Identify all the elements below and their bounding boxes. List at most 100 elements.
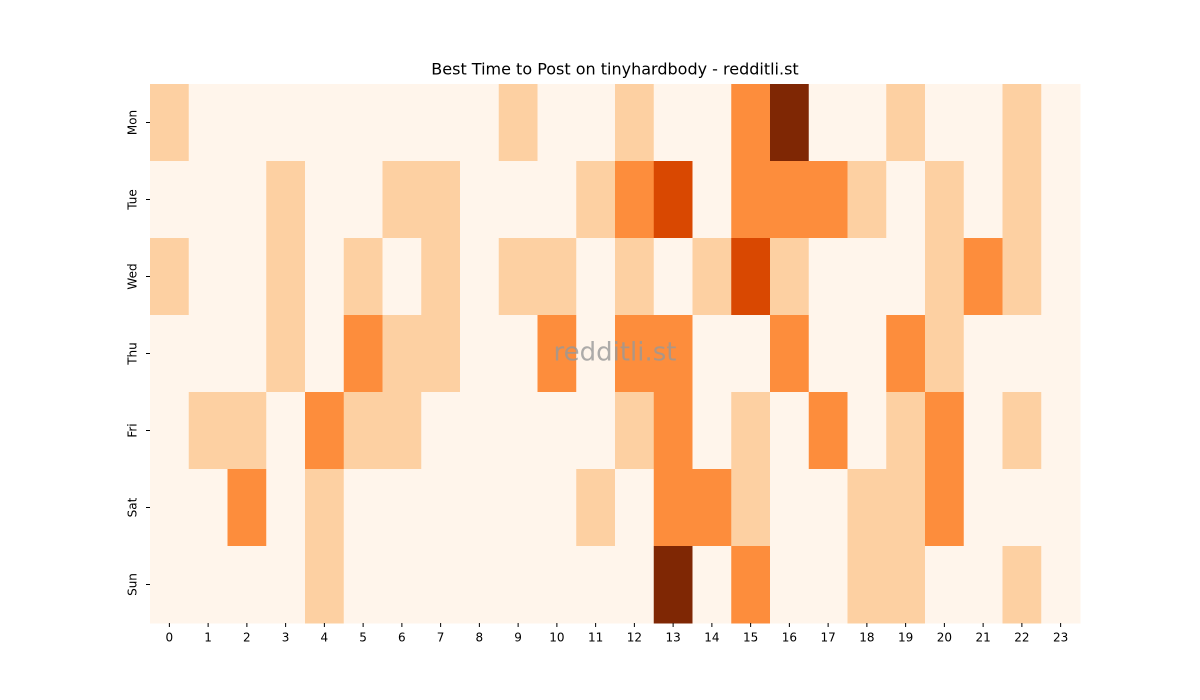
heatmap-cell	[460, 469, 500, 547]
heatmap-cell	[382, 469, 422, 547]
x-tick-label: 15	[743, 631, 758, 645]
heatmap-cell	[1041, 84, 1081, 162]
heatmap-cell	[925, 469, 965, 547]
x-tick-label: 9	[514, 631, 522, 645]
heatmap-cell	[615, 161, 655, 239]
heatmap-cell	[305, 161, 345, 239]
heatmap-cell	[731, 161, 771, 239]
heatmap-cell	[1041, 546, 1081, 624]
heatmap-cell	[382, 392, 422, 470]
heatmap-cell	[266, 161, 306, 239]
heatmap-cell	[847, 84, 887, 162]
heatmap-cell	[150, 161, 190, 239]
heatmap-cell	[343, 84, 383, 162]
x-tick-label: 0	[166, 631, 174, 645]
x-tick-label: 8	[476, 631, 484, 645]
heatmap-cell	[1041, 161, 1081, 239]
heatmap-cell	[653, 84, 693, 162]
heatmap-cell	[227, 315, 267, 393]
x-tick-label: 5	[359, 631, 367, 645]
heatmap-cell	[498, 469, 538, 547]
y-tick-label: Thu	[126, 342, 140, 366]
heatmap-cell	[1041, 392, 1081, 470]
heatmap-cell	[808, 315, 848, 393]
x-tick-label: 16	[782, 631, 797, 645]
heatmap-cell	[150, 238, 190, 316]
heatmap-cell	[382, 546, 422, 624]
heatmap-cell	[382, 315, 422, 393]
heatmap-cell	[1041, 238, 1081, 316]
heatmap-cells	[150, 84, 1081, 624]
heatmap-cell	[537, 84, 577, 162]
heatmap-cell	[808, 392, 848, 470]
heatmap-cell	[770, 84, 810, 162]
heatmap-cell	[1002, 238, 1042, 316]
heatmap-cell	[460, 238, 500, 316]
heatmap-cell	[886, 315, 926, 393]
heatmap-cell	[925, 315, 965, 393]
heatmap-cell	[305, 546, 345, 624]
chart-title: Best Time to Post on tinyhardbody - redd…	[431, 60, 798, 79]
heatmap-cell	[847, 161, 887, 239]
heatmap-cell	[808, 161, 848, 239]
heatmap-cell	[150, 315, 190, 393]
heatmap-cell	[886, 392, 926, 470]
heatmap-cell	[731, 392, 771, 470]
heatmap-cell	[963, 392, 1003, 470]
x-tick-label: 12	[627, 631, 642, 645]
heatmap-cell	[150, 469, 190, 547]
heatmap-cell	[653, 315, 693, 393]
heatmap-cell	[266, 392, 306, 470]
heatmap-cell	[847, 469, 887, 547]
watermark: redditli.st	[554, 338, 677, 368]
heatmap-cell	[925, 161, 965, 239]
x-tick-label: 1	[204, 631, 212, 645]
heatmap-cell	[1002, 546, 1042, 624]
heatmap-cell	[460, 161, 500, 239]
heatmap-cell	[1041, 469, 1081, 547]
heatmap-cell	[692, 84, 732, 162]
heatmap-cell	[770, 238, 810, 316]
heatmap-cell	[188, 315, 228, 393]
heatmap-cell	[421, 161, 461, 239]
x-tick-label: 11	[588, 631, 603, 645]
y-tick-label: Tue	[126, 189, 140, 211]
heatmap-cell	[886, 469, 926, 547]
heatmap-cell	[576, 469, 616, 547]
heatmap-cell	[460, 315, 500, 393]
heatmap-cell	[886, 161, 926, 239]
heatmap-cell	[615, 84, 655, 162]
heatmap-cell	[460, 392, 500, 470]
heatmap-cell	[615, 392, 655, 470]
heatmap-cell	[188, 238, 228, 316]
heatmap-cell	[963, 469, 1003, 547]
heatmap-cell	[653, 238, 693, 316]
y-tick-label: Sat	[126, 497, 140, 517]
heatmap-cell	[576, 161, 616, 239]
heatmap-cell	[615, 469, 655, 547]
heatmap-cell	[498, 392, 538, 470]
x-tick-label: 10	[549, 631, 564, 645]
heatmap-cell	[770, 315, 810, 393]
heatmap-cell	[305, 238, 345, 316]
x-tick-label: 18	[859, 631, 874, 645]
heatmap-cell	[1002, 84, 1042, 162]
heatmap-cell	[188, 84, 228, 162]
x-tick-label: 22	[1014, 631, 1029, 645]
x-tick-label: 4	[321, 631, 329, 645]
heatmap-cell	[227, 161, 267, 239]
y-tick-label: Mon	[126, 110, 140, 135]
heatmap-cell	[692, 238, 732, 316]
heatmap-cell	[537, 161, 577, 239]
heatmap-cell	[421, 84, 461, 162]
heatmap-cell	[770, 161, 810, 239]
heatmap-cell	[305, 84, 345, 162]
heatmap-cell	[576, 546, 616, 624]
heatmap-cell	[576, 84, 616, 162]
x-tick-label: 3	[282, 631, 290, 645]
heatmap-cell	[731, 238, 771, 316]
heatmap-cell	[421, 546, 461, 624]
heatmap-cell	[731, 315, 771, 393]
x-tick-label: 14	[704, 631, 719, 645]
